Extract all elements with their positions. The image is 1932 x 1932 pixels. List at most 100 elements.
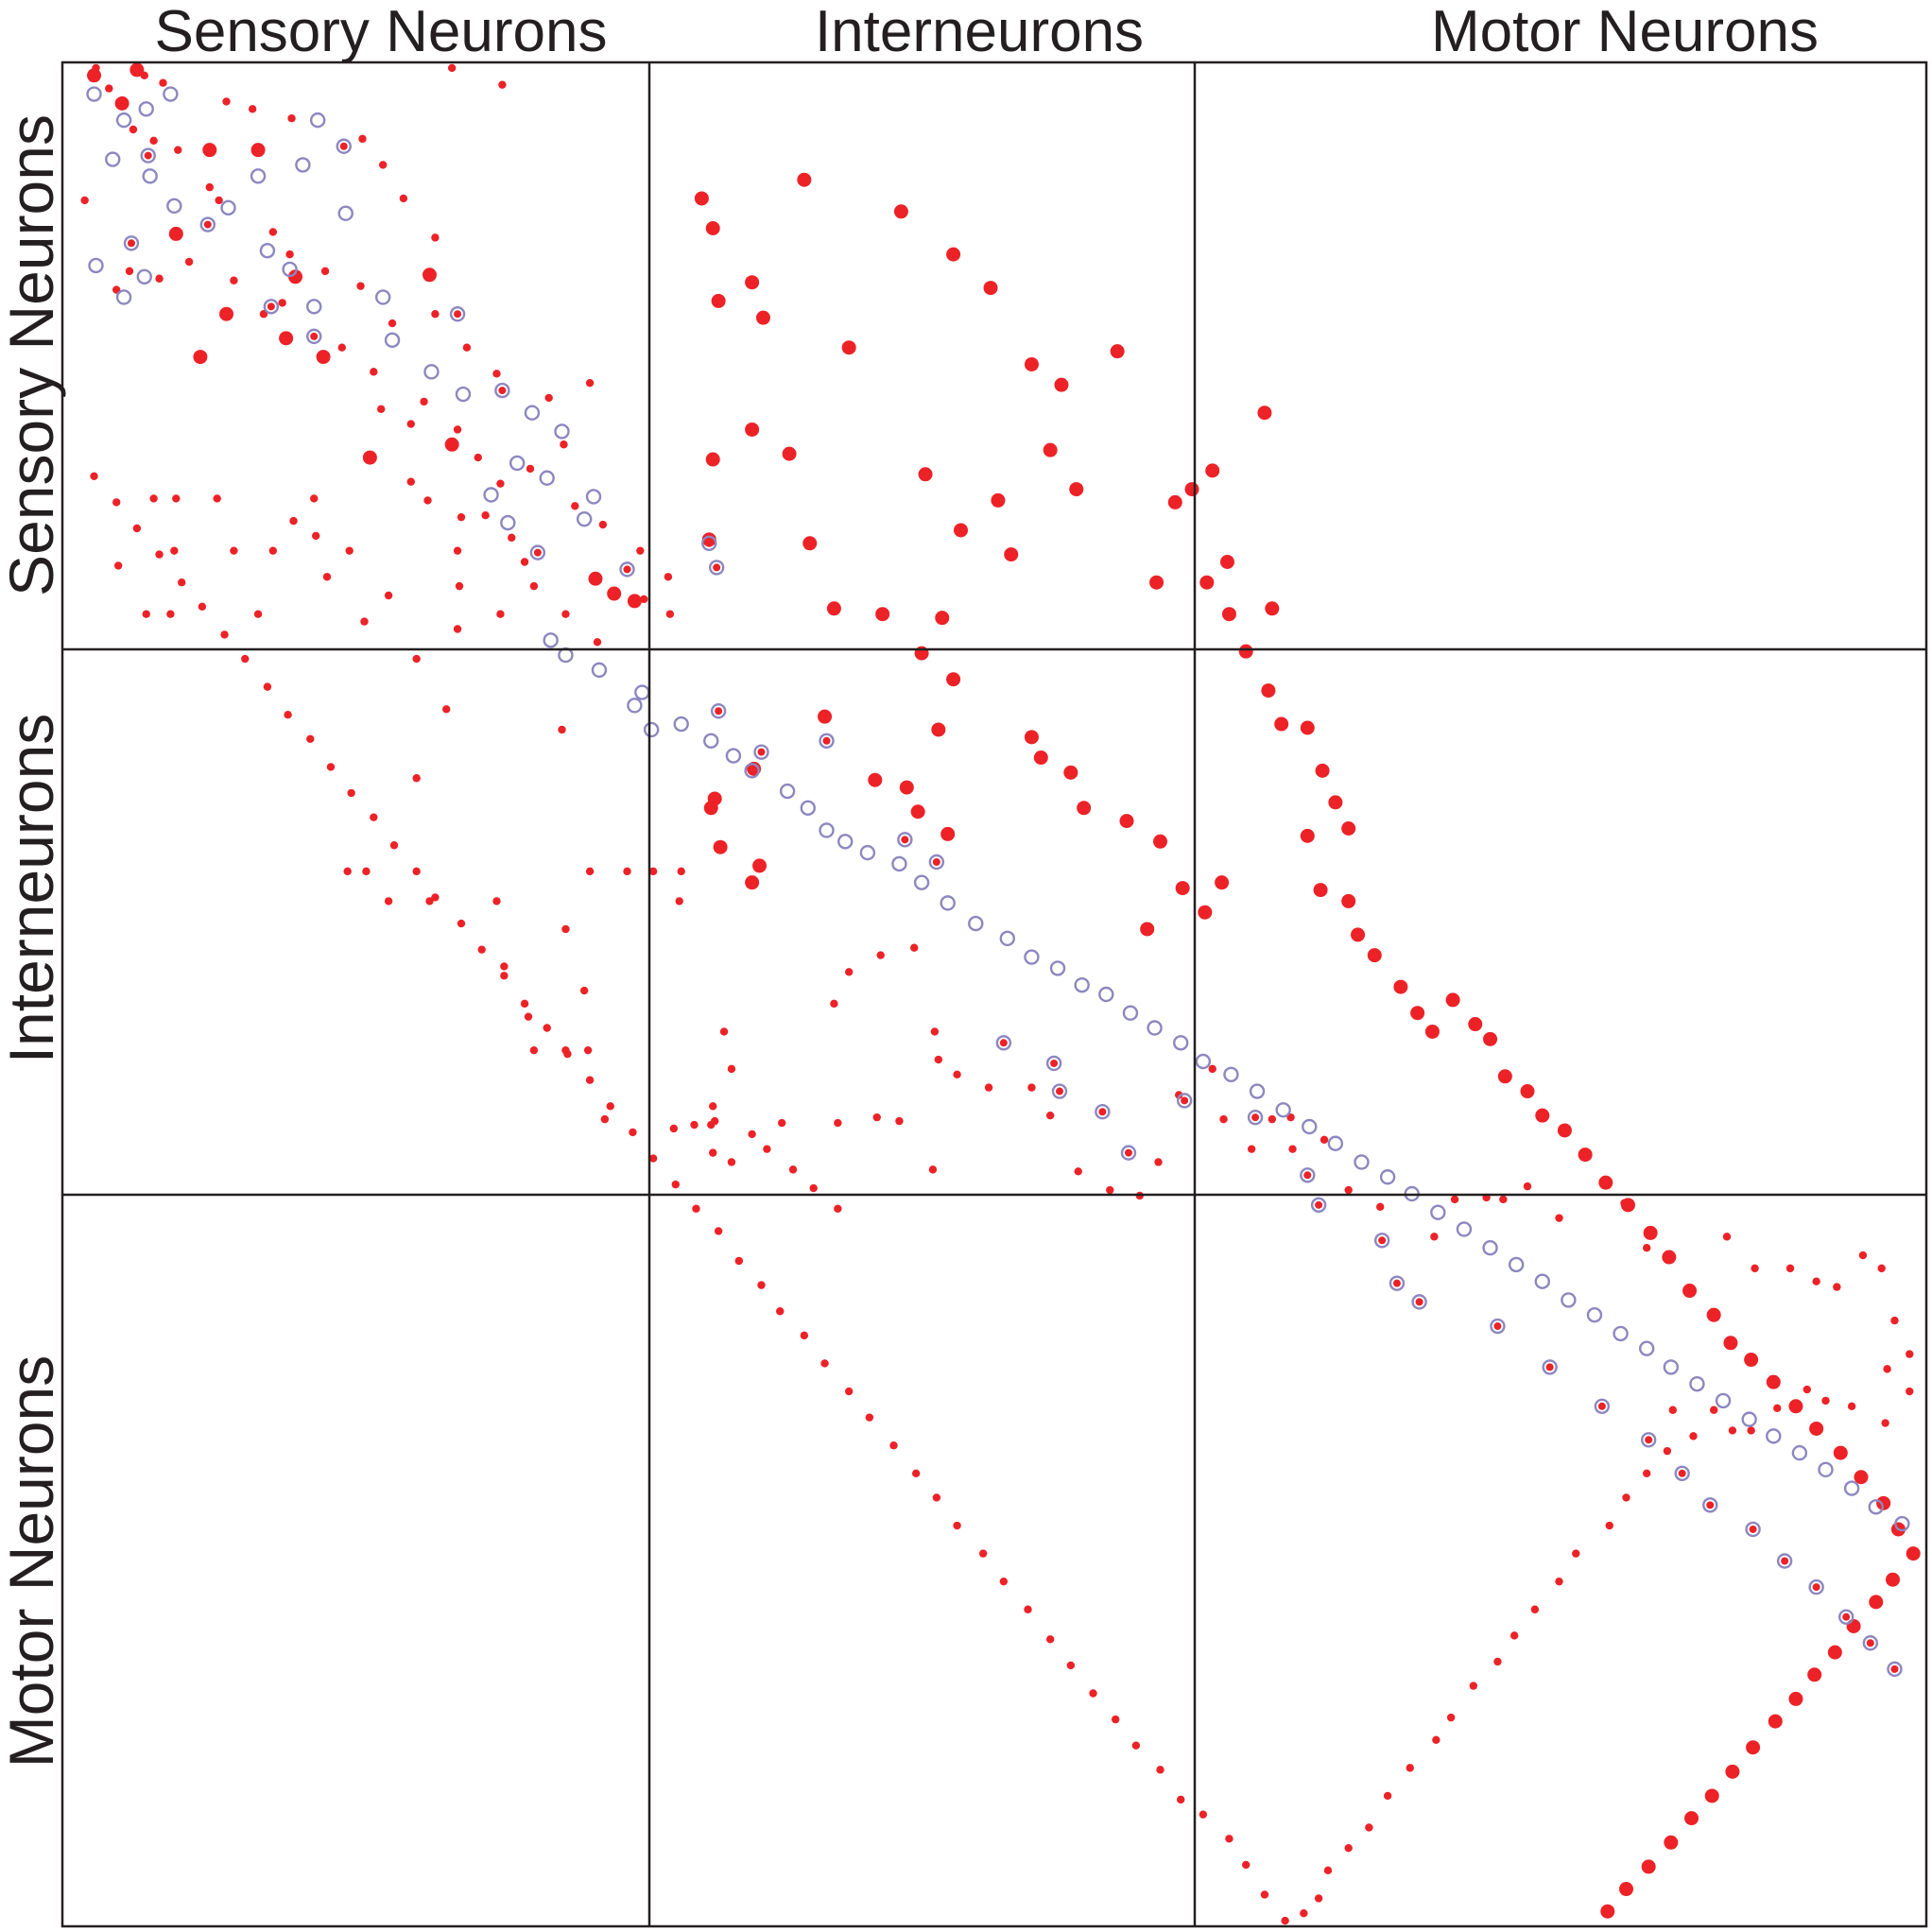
connection-open-circle — [1389, 1275, 1406, 1291]
connection-dot — [285, 250, 294, 259]
connection-dot — [984, 1083, 993, 1092]
connection-dot — [166, 610, 175, 618]
connection-dot — [1260, 1890, 1269, 1899]
connection-dot — [561, 924, 570, 934]
connection-open-circle — [1195, 1053, 1212, 1070]
connection-dot — [358, 134, 367, 144]
connection-dot — [496, 610, 505, 618]
connection-dot — [636, 546, 645, 555]
connection-dot — [1181, 1096, 1189, 1105]
row-title-interneurons: Interneurons — [0, 714, 66, 1064]
connection-dot — [213, 494, 221, 503]
connection-large-dot — [694, 191, 709, 206]
connection-dot — [1344, 1843, 1353, 1853]
connection-dot — [1847, 1402, 1856, 1411]
connection-dot — [1523, 1182, 1532, 1191]
connection-large-dot — [607, 586, 622, 601]
connection-dot — [500, 962, 509, 971]
connection-dot — [132, 524, 142, 533]
connection-large-dot — [1445, 992, 1460, 1008]
connection-open-circle — [1122, 1005, 1139, 1021]
connection-dot — [1812, 1583, 1820, 1592]
connection-open-circle — [1702, 1497, 1718, 1513]
connection-open-circle — [1176, 1093, 1193, 1109]
connection-dot — [215, 196, 223, 205]
connection-open-circle — [138, 101, 154, 117]
connection-large-dot — [705, 221, 720, 236]
connection-open-circle — [673, 716, 689, 733]
connection-dot — [757, 1281, 766, 1289]
connection-dot — [492, 370, 501, 378]
connection-large-dot — [893, 204, 908, 219]
connection-dot — [1881, 1419, 1889, 1427]
connection-dot — [1530, 1605, 1540, 1613]
connection-dot — [1415, 1298, 1423, 1306]
connection-large-dot — [899, 780, 914, 795]
connection-dot — [822, 736, 831, 745]
connection-open-circle — [1674, 1465, 1690, 1482]
connection-dot — [129, 125, 138, 134]
connection-dot — [412, 867, 421, 876]
connection-dot — [412, 774, 421, 783]
connection-open-circle — [1613, 1325, 1629, 1342]
connection-dot — [1392, 1279, 1401, 1287]
connection-dot — [640, 595, 648, 604]
connection-dot — [1154, 1158, 1163, 1166]
connection-dot — [370, 813, 378, 821]
connection-open-circle — [123, 235, 140, 251]
connection-large-dot — [1238, 644, 1253, 659]
connection-dot — [1890, 1665, 1899, 1673]
connection-open-circle — [1373, 1233, 1390, 1249]
connection-large-dot — [1043, 442, 1058, 457]
connection-dot — [310, 332, 319, 340]
connection-large-dot — [1854, 1470, 1869, 1485]
connection-large-dot — [1054, 377, 1069, 392]
connection-open-circle — [140, 147, 156, 164]
connection-open-circle — [1490, 1318, 1506, 1335]
connection-large-dot — [1664, 1835, 1679, 1850]
row-title-sensory: Sensory Neurons — [0, 114, 66, 596]
connection-open-circle — [913, 874, 930, 890]
connection-dot — [1622, 1493, 1630, 1502]
connection-large-dot — [1265, 601, 1280, 616]
connection-open-circle — [1887, 1661, 1903, 1678]
connection-dot — [1572, 1549, 1580, 1558]
connection-open-circle — [753, 744, 769, 760]
connection-open-circle — [1074, 976, 1090, 993]
connection-large-dot — [1600, 1904, 1615, 1919]
connection-dot — [1344, 1185, 1353, 1195]
connection-dot — [1821, 1396, 1830, 1406]
connection-dot — [203, 220, 212, 229]
connection-open-circle — [259, 242, 276, 259]
connection-dot — [222, 97, 231, 106]
connection-large-dot — [1619, 1882, 1634, 1897]
connection-dot — [1709, 1406, 1718, 1414]
connection-open-circle — [1302, 1118, 1318, 1135]
connection-dot — [748, 1130, 756, 1139]
connection-large-dot — [752, 858, 768, 873]
connection-large-dot — [818, 709, 833, 724]
connection-dot — [80, 196, 89, 205]
connection-dot — [529, 1045, 539, 1055]
connection-open-circle — [1508, 1256, 1525, 1273]
connection-large-dot — [316, 350, 331, 365]
connection-dot — [1545, 1363, 1554, 1371]
connection-open-circle — [336, 138, 352, 154]
connection-open-circle — [1275, 1102, 1291, 1118]
connection-large-dot — [875, 607, 890, 622]
connection-large-dot — [288, 269, 302, 285]
connection-large-dot — [1300, 720, 1315, 735]
connection-dot — [1378, 1236, 1387, 1245]
connection-dot — [453, 546, 462, 555]
connection-dot — [498, 387, 507, 395]
connection-open-circle — [374, 289, 391, 305]
connection-open-circle — [779, 783, 796, 800]
connection-open-circle — [306, 328, 322, 345]
connection-open-circle — [859, 844, 876, 861]
connection-dot — [1225, 1835, 1233, 1843]
connection-open-circle — [529, 544, 546, 561]
connection-dot — [306, 734, 315, 744]
connection-open-circle — [1456, 1221, 1473, 1237]
connection-large-dot — [1578, 1147, 1593, 1163]
connection-open-circle — [263, 299, 280, 315]
